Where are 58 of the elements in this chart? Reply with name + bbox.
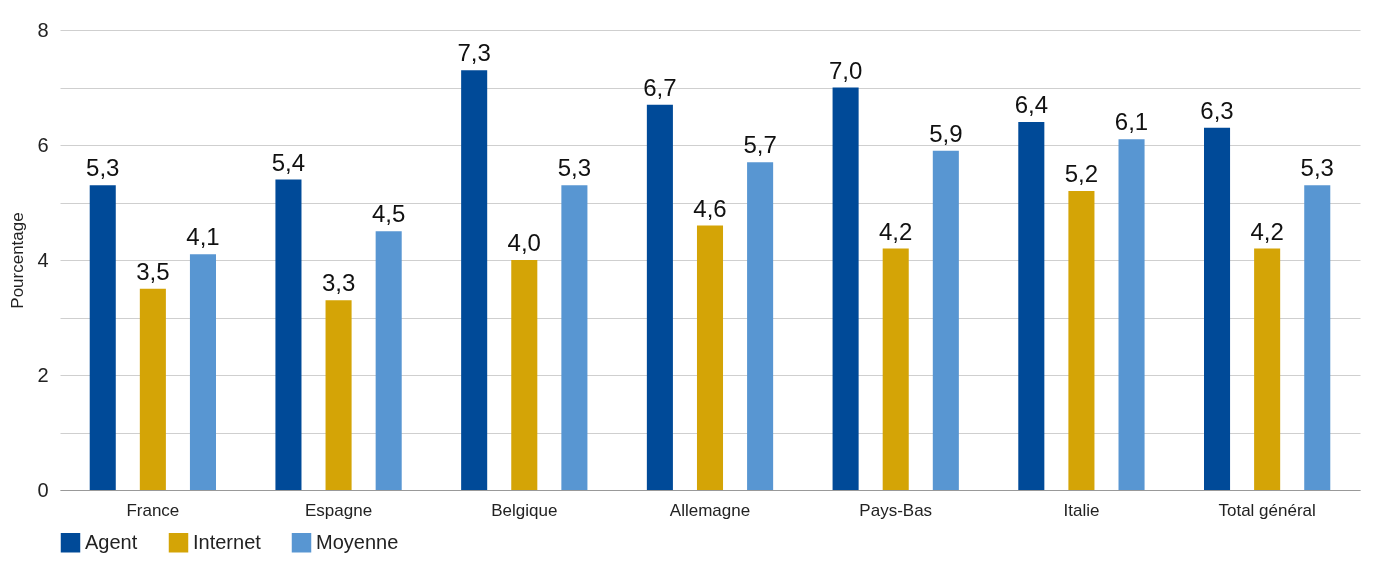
bar [1118,139,1145,490]
data-label: 6,1 [1114,108,1149,136]
bar [1018,122,1045,490]
bar [89,185,116,490]
bar [1204,127,1231,490]
bar [1068,191,1095,490]
data-label: 6,3 [1200,96,1234,124]
data-label: 5,3 [557,154,592,182]
bar [325,300,352,490]
x-tick-label: Total général [1218,500,1316,520]
data-label: 4,2 [1250,217,1284,245]
bar [1254,248,1281,490]
bar [139,288,166,490]
bar [461,70,488,490]
x-tick-label: Espagne [305,500,373,520]
data-label: 6,7 [643,73,677,101]
bar [832,87,859,490]
bar [561,185,588,490]
x-tick-label: Belgique [491,500,558,520]
y-tick-label: 2 [37,363,49,386]
data-label: 4,1 [186,223,220,251]
legend-label: Internet [193,530,262,553]
data-label: 5,3 [1300,154,1334,182]
bar [275,179,302,490]
legend-label: Moyenne [316,530,399,553]
bar [375,231,402,490]
x-tick-label: Pays-Bas [859,500,933,520]
data-label: 4,0 [507,229,541,256]
x-tick-label: France [126,500,180,520]
data-label: 4,6 [693,194,727,222]
legend-label: Agent [85,530,138,553]
x-tick-label: Allemagne [669,500,751,520]
x-tick-label: Italie [1063,500,1100,520]
data-label: 7,3 [457,39,491,67]
bar [646,104,673,490]
data-label: 5,4 [271,148,306,176]
data-label: 4,5 [372,200,406,228]
bar [696,225,724,490]
data-label: 4,2 [879,217,913,245]
bar [747,162,774,490]
bar [511,260,538,490]
data-label: 5,9 [929,119,963,147]
data-label: 7,0 [828,56,863,84]
data-label: 3,5 [136,257,170,285]
bar [189,254,216,490]
y-axis-title: Pourcentage [8,212,28,309]
y-tick-label: 6 [37,133,49,156]
data-label: 6,4 [1014,91,1048,118]
data-label: 5,7 [743,131,777,159]
y-tick-label: 8 [37,18,49,41]
data-label: 5,2 [1064,160,1099,187]
y-tick-label: 4 [37,248,49,271]
y-tick-label: 0 [37,478,49,501]
data-label: 5,3 [86,154,120,182]
bar [932,150,959,490]
data-label: 3,3 [321,269,356,297]
bar [1304,185,1331,490]
bar [882,248,909,490]
